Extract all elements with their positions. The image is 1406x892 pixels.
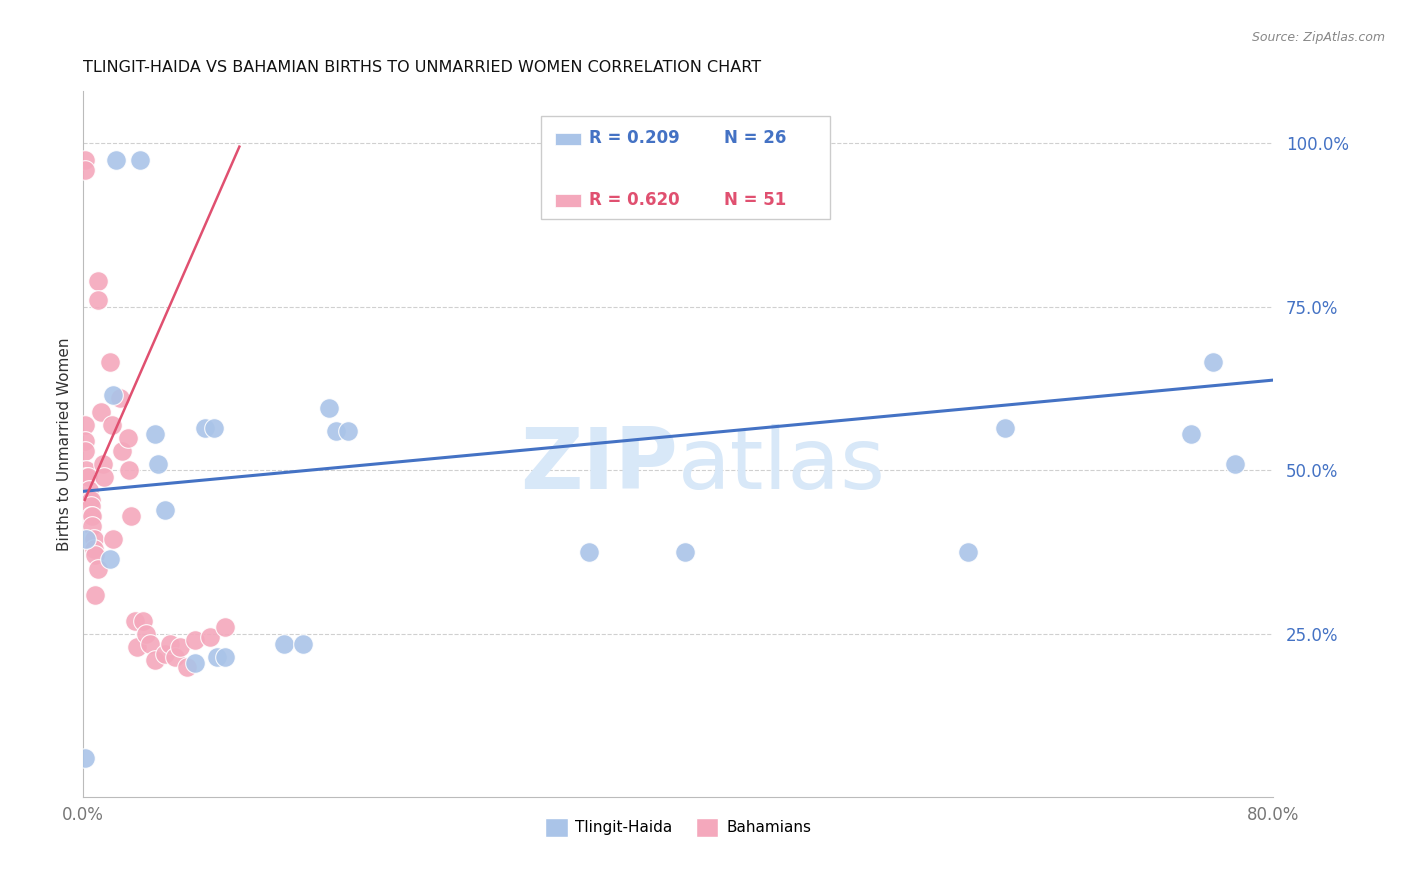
Point bbox=[128, 153, 150, 167]
Point bbox=[118, 463, 141, 477]
Point bbox=[73, 434, 96, 448]
Point bbox=[202, 421, 225, 435]
Point bbox=[80, 492, 103, 507]
Text: R = 0.209: R = 0.209 bbox=[589, 129, 681, 147]
Point bbox=[325, 424, 347, 438]
Point bbox=[100, 417, 122, 432]
Point bbox=[91, 457, 114, 471]
Point bbox=[73, 162, 96, 177]
Point bbox=[77, 492, 100, 507]
Text: Source: ZipAtlas.com: Source: ZipAtlas.com bbox=[1251, 31, 1385, 45]
Point bbox=[1202, 355, 1225, 369]
Point bbox=[87, 561, 110, 575]
Point bbox=[76, 509, 98, 524]
Point bbox=[198, 630, 221, 644]
Point bbox=[73, 417, 96, 432]
Point bbox=[135, 627, 157, 641]
Point bbox=[75, 470, 97, 484]
Point bbox=[75, 492, 97, 507]
Point bbox=[169, 640, 191, 654]
Point bbox=[184, 657, 207, 671]
Point bbox=[82, 519, 104, 533]
Point bbox=[292, 637, 315, 651]
Point bbox=[76, 502, 98, 516]
Point bbox=[93, 470, 115, 484]
Point bbox=[77, 483, 100, 497]
Point bbox=[214, 649, 236, 664]
Point bbox=[90, 404, 112, 418]
Point bbox=[673, 545, 696, 559]
Point bbox=[153, 647, 176, 661]
Point bbox=[336, 424, 359, 438]
Point bbox=[994, 421, 1017, 435]
Point bbox=[159, 637, 181, 651]
Point bbox=[273, 637, 295, 651]
Y-axis label: Births to Unmarried Women: Births to Unmarried Women bbox=[58, 337, 72, 551]
Point bbox=[101, 532, 124, 546]
Point bbox=[98, 551, 121, 566]
Point bbox=[83, 541, 105, 556]
Point bbox=[578, 545, 600, 559]
Point bbox=[153, 502, 176, 516]
Point bbox=[165, 649, 187, 664]
Point bbox=[73, 443, 96, 458]
Text: atlas: atlas bbox=[678, 424, 886, 507]
Text: TLINGIT-HAIDA VS BAHAMIAN BIRTHS TO UNMARRIED WOMEN CORRELATION CHART: TLINGIT-HAIDA VS BAHAMIAN BIRTHS TO UNMA… bbox=[83, 60, 762, 75]
Point bbox=[73, 751, 96, 765]
Point bbox=[76, 470, 98, 484]
Point bbox=[194, 421, 217, 435]
Point bbox=[110, 392, 132, 406]
Point bbox=[84, 549, 107, 563]
Point bbox=[98, 355, 121, 369]
Point bbox=[139, 637, 162, 651]
Point bbox=[117, 431, 139, 445]
Text: R = 0.620: R = 0.620 bbox=[589, 191, 679, 209]
Text: N = 26: N = 26 bbox=[724, 129, 786, 147]
Point bbox=[76, 490, 98, 504]
Point bbox=[105, 153, 128, 167]
Point bbox=[205, 649, 228, 664]
Point bbox=[143, 653, 166, 667]
Point bbox=[111, 443, 134, 458]
Point bbox=[132, 614, 155, 628]
Point bbox=[956, 545, 979, 559]
Point bbox=[1180, 427, 1202, 442]
Point bbox=[75, 532, 97, 546]
Point bbox=[83, 532, 105, 546]
Point bbox=[75, 463, 97, 477]
Point bbox=[73, 153, 96, 167]
Point bbox=[146, 457, 169, 471]
Point bbox=[101, 388, 124, 402]
Point bbox=[82, 509, 104, 524]
Point bbox=[87, 293, 110, 308]
Point bbox=[80, 500, 103, 514]
Point bbox=[120, 509, 142, 524]
Text: N = 51: N = 51 bbox=[724, 191, 786, 209]
Point bbox=[184, 633, 207, 648]
Point bbox=[80, 509, 103, 524]
Point bbox=[318, 401, 340, 416]
Point bbox=[176, 659, 198, 673]
Point bbox=[143, 427, 166, 442]
Point bbox=[84, 588, 107, 602]
Point bbox=[1225, 457, 1247, 471]
Point bbox=[214, 620, 236, 634]
Point bbox=[87, 274, 110, 288]
Legend: Tlingit-Haida, Bahamians: Tlingit-Haida, Bahamians bbox=[538, 812, 817, 843]
Point bbox=[125, 640, 148, 654]
Text: ZIP: ZIP bbox=[520, 424, 678, 507]
Point bbox=[124, 614, 146, 628]
